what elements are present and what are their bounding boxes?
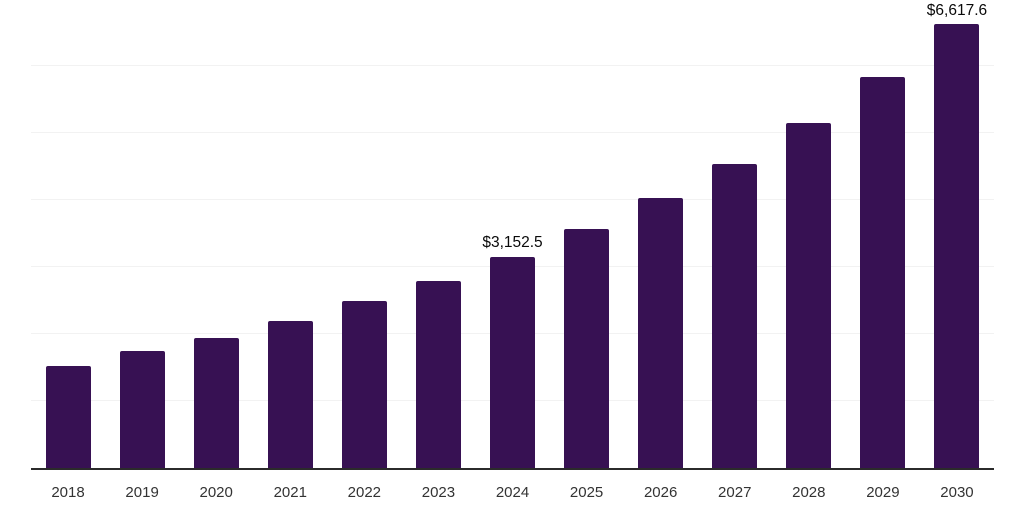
bar-column-2023 — [401, 0, 475, 468]
bar-2025 — [564, 229, 610, 468]
bar-column-2027 — [698, 0, 772, 468]
bar-2029 — [860, 76, 906, 468]
gridline-5000 — [31, 131, 994, 133]
bar-2030 — [934, 24, 980, 468]
bar-2023 — [415, 281, 461, 468]
gridline-4000 — [31, 198, 994, 200]
x-tick-2018: 2018 — [51, 484, 85, 501]
gridline-6000 — [31, 64, 994, 66]
plot-area: $3,152.5 $6,617.6 — [31, 0, 994, 470]
bar-column-2021 — [253, 0, 327, 468]
bar-column-2030: $6,617.6 — [920, 0, 994, 468]
bar-2027 — [712, 163, 758, 468]
x-tick-2024: 2024 — [495, 484, 530, 501]
x-tick-2021: 2021 — [273, 484, 307, 501]
bar-2018 — [45, 366, 91, 468]
bar-2020 — [193, 338, 239, 468]
value-label-2030: $6,617.6 — [926, 1, 988, 19]
bar-2022 — [341, 301, 387, 468]
value-label-2024: $3,152.5 — [482, 234, 543, 252]
bar-2021 — [267, 321, 313, 468]
bar-column-2025 — [550, 0, 624, 468]
bar-column-2022 — [327, 0, 401, 468]
bar-column-2026 — [624, 0, 698, 468]
x-tick-2023: 2023 — [421, 484, 456, 501]
x-tick-2020: 2020 — [199, 484, 233, 501]
x-tick-2019: 2019 — [125, 484, 159, 501]
bar-2019 — [119, 351, 165, 468]
x-tick-2026: 2026 — [643, 484, 678, 501]
bars-row: $3,152.5 $6,617.6 — [31, 0, 994, 468]
x-tick-2027: 2027 — [718, 484, 752, 501]
bar-column-2028 — [772, 0, 846, 468]
bar-column-2018 — [31, 0, 105, 468]
bar-2024 — [490, 256, 535, 468]
x-tick-2030: 2030 — [940, 484, 974, 501]
bar-column-2020 — [179, 0, 253, 468]
x-tick-2028: 2028 — [792, 484, 826, 501]
x-tick-2029: 2029 — [866, 484, 900, 501]
x-axis: 2018 2019 2020 2021 2022 2023 2024 2025 2026 2027… — [31, 480, 994, 506]
bar-column-2019 — [105, 0, 179, 468]
x-tick-2025: 2025 — [569, 484, 604, 501]
bar-column-2029 — [846, 0, 920, 468]
bar-2028 — [786, 123, 832, 468]
bar-2026 — [638, 197, 684, 468]
x-tick-2022: 2022 — [347, 484, 382, 501]
bar-column-2024: $3,152.5 — [475, 0, 549, 468]
